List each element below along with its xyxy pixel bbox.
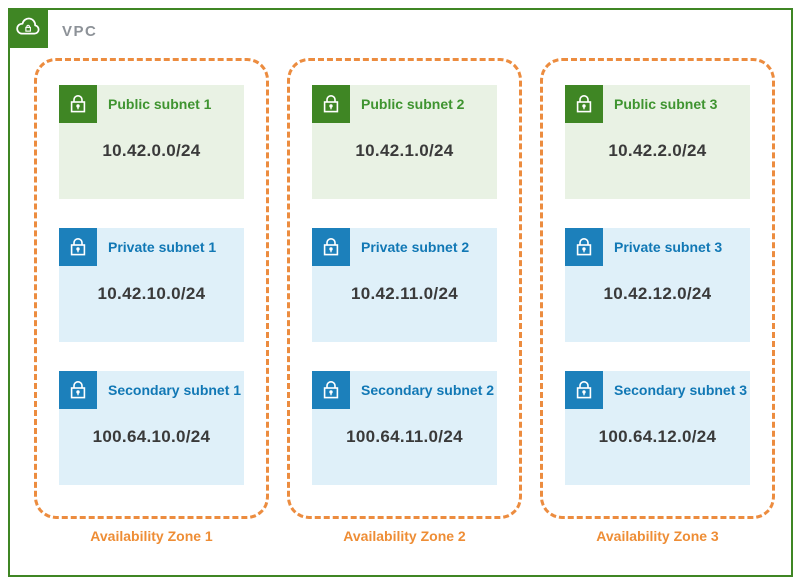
subnet-cidr: 100.64.11.0/24 [346,427,463,446]
subnet-card-private-1: Private subnet 1 10.42.10.0/24 [59,228,244,342]
subnet-card-private-3: Private subnet 3 10.42.12.0/24 [565,228,750,342]
subnet-cidr: 10.42.0.0/24 [102,141,201,160]
vpc-container: VPC Public subnet 1 10.42.0.0/24 [8,8,793,577]
lock-icon [59,85,97,123]
availability-zone-2-label: Availability Zone 2 [343,528,466,544]
subnet-name: Public subnet 3 [614,96,718,112]
subnet-card-secondary-3: Secondary subnet 3 100.64.12.0/24 [565,371,750,485]
lock-icon [312,228,350,266]
subnet-card-private-2: Private subnet 2 10.42.11.0/24 [312,228,497,342]
availability-zone-1-label: Availability Zone 1 [90,528,213,544]
availability-zone-2-box: Public subnet 2 10.42.1.0/24 Private sub… [287,58,522,519]
lock-icon [565,371,603,409]
availability-zone-1-box: Public subnet 1 10.42.0.0/24 Private sub… [34,58,269,519]
subnet-cidr: 10.42.10.0/24 [97,284,206,303]
subnet-cidr: 100.64.10.0/24 [92,427,211,446]
subnet-cidr: 100.64.12.0/24 [598,427,717,446]
vpc-label: VPC [62,23,98,40]
lock-icon [565,85,603,123]
subnet-card-public-2: Public subnet 2 10.42.1.0/24 [312,85,497,199]
vpc-cloud-lock-icon [8,8,48,48]
lock-icon [312,371,350,409]
availability-zone-1: Public subnet 1 10.42.0.0/24 Private sub… [34,58,269,553]
subnet-card-public-3: Public subnet 3 10.42.2.0/24 [565,85,750,199]
subnet-cidr: 10.42.11.0/24 [351,284,458,303]
subnet-name: Private subnet 2 [361,239,470,255]
lock-icon [59,371,97,409]
lock-icon [565,228,603,266]
subnet-name: Public subnet 2 [361,96,465,112]
availability-zone-2: Public subnet 2 10.42.1.0/24 Private sub… [287,58,522,553]
subnet-name: Secondary subnet 1 [108,382,242,398]
subnet-name: Public subnet 1 [108,96,212,112]
subnet-name: Secondary subnet 2 [361,382,495,398]
subnet-card-public-1: Public subnet 1 10.42.0.0/24 [59,85,244,199]
availability-zone-3-label: Availability Zone 3 [596,528,719,544]
subnet-cidr: 10.42.12.0/24 [603,284,712,303]
subnet-card-secondary-2: Secondary subnet 2 100.64.11.0/24 [312,371,497,485]
subnet-name: Secondary subnet 3 [614,382,748,398]
subnet-name: Private subnet 1 [108,239,217,255]
subnet-card-secondary-1: Secondary subnet 1 100.64.10.0/24 [59,371,244,485]
subnet-name: Private subnet 3 [614,239,723,255]
subnet-cidr: 10.42.1.0/24 [355,141,454,160]
availability-zone-3-box: Public subnet 3 10.42.2.0/24 Private sub… [540,58,775,519]
availability-zone-3: Public subnet 3 10.42.2.0/24 Private sub… [540,58,775,553]
availability-zones-row: Public subnet 1 10.42.0.0/24 Private sub… [34,58,775,553]
subnet-cidr: 10.42.2.0/24 [608,141,707,160]
lock-icon [312,85,350,123]
lock-icon [59,228,97,266]
